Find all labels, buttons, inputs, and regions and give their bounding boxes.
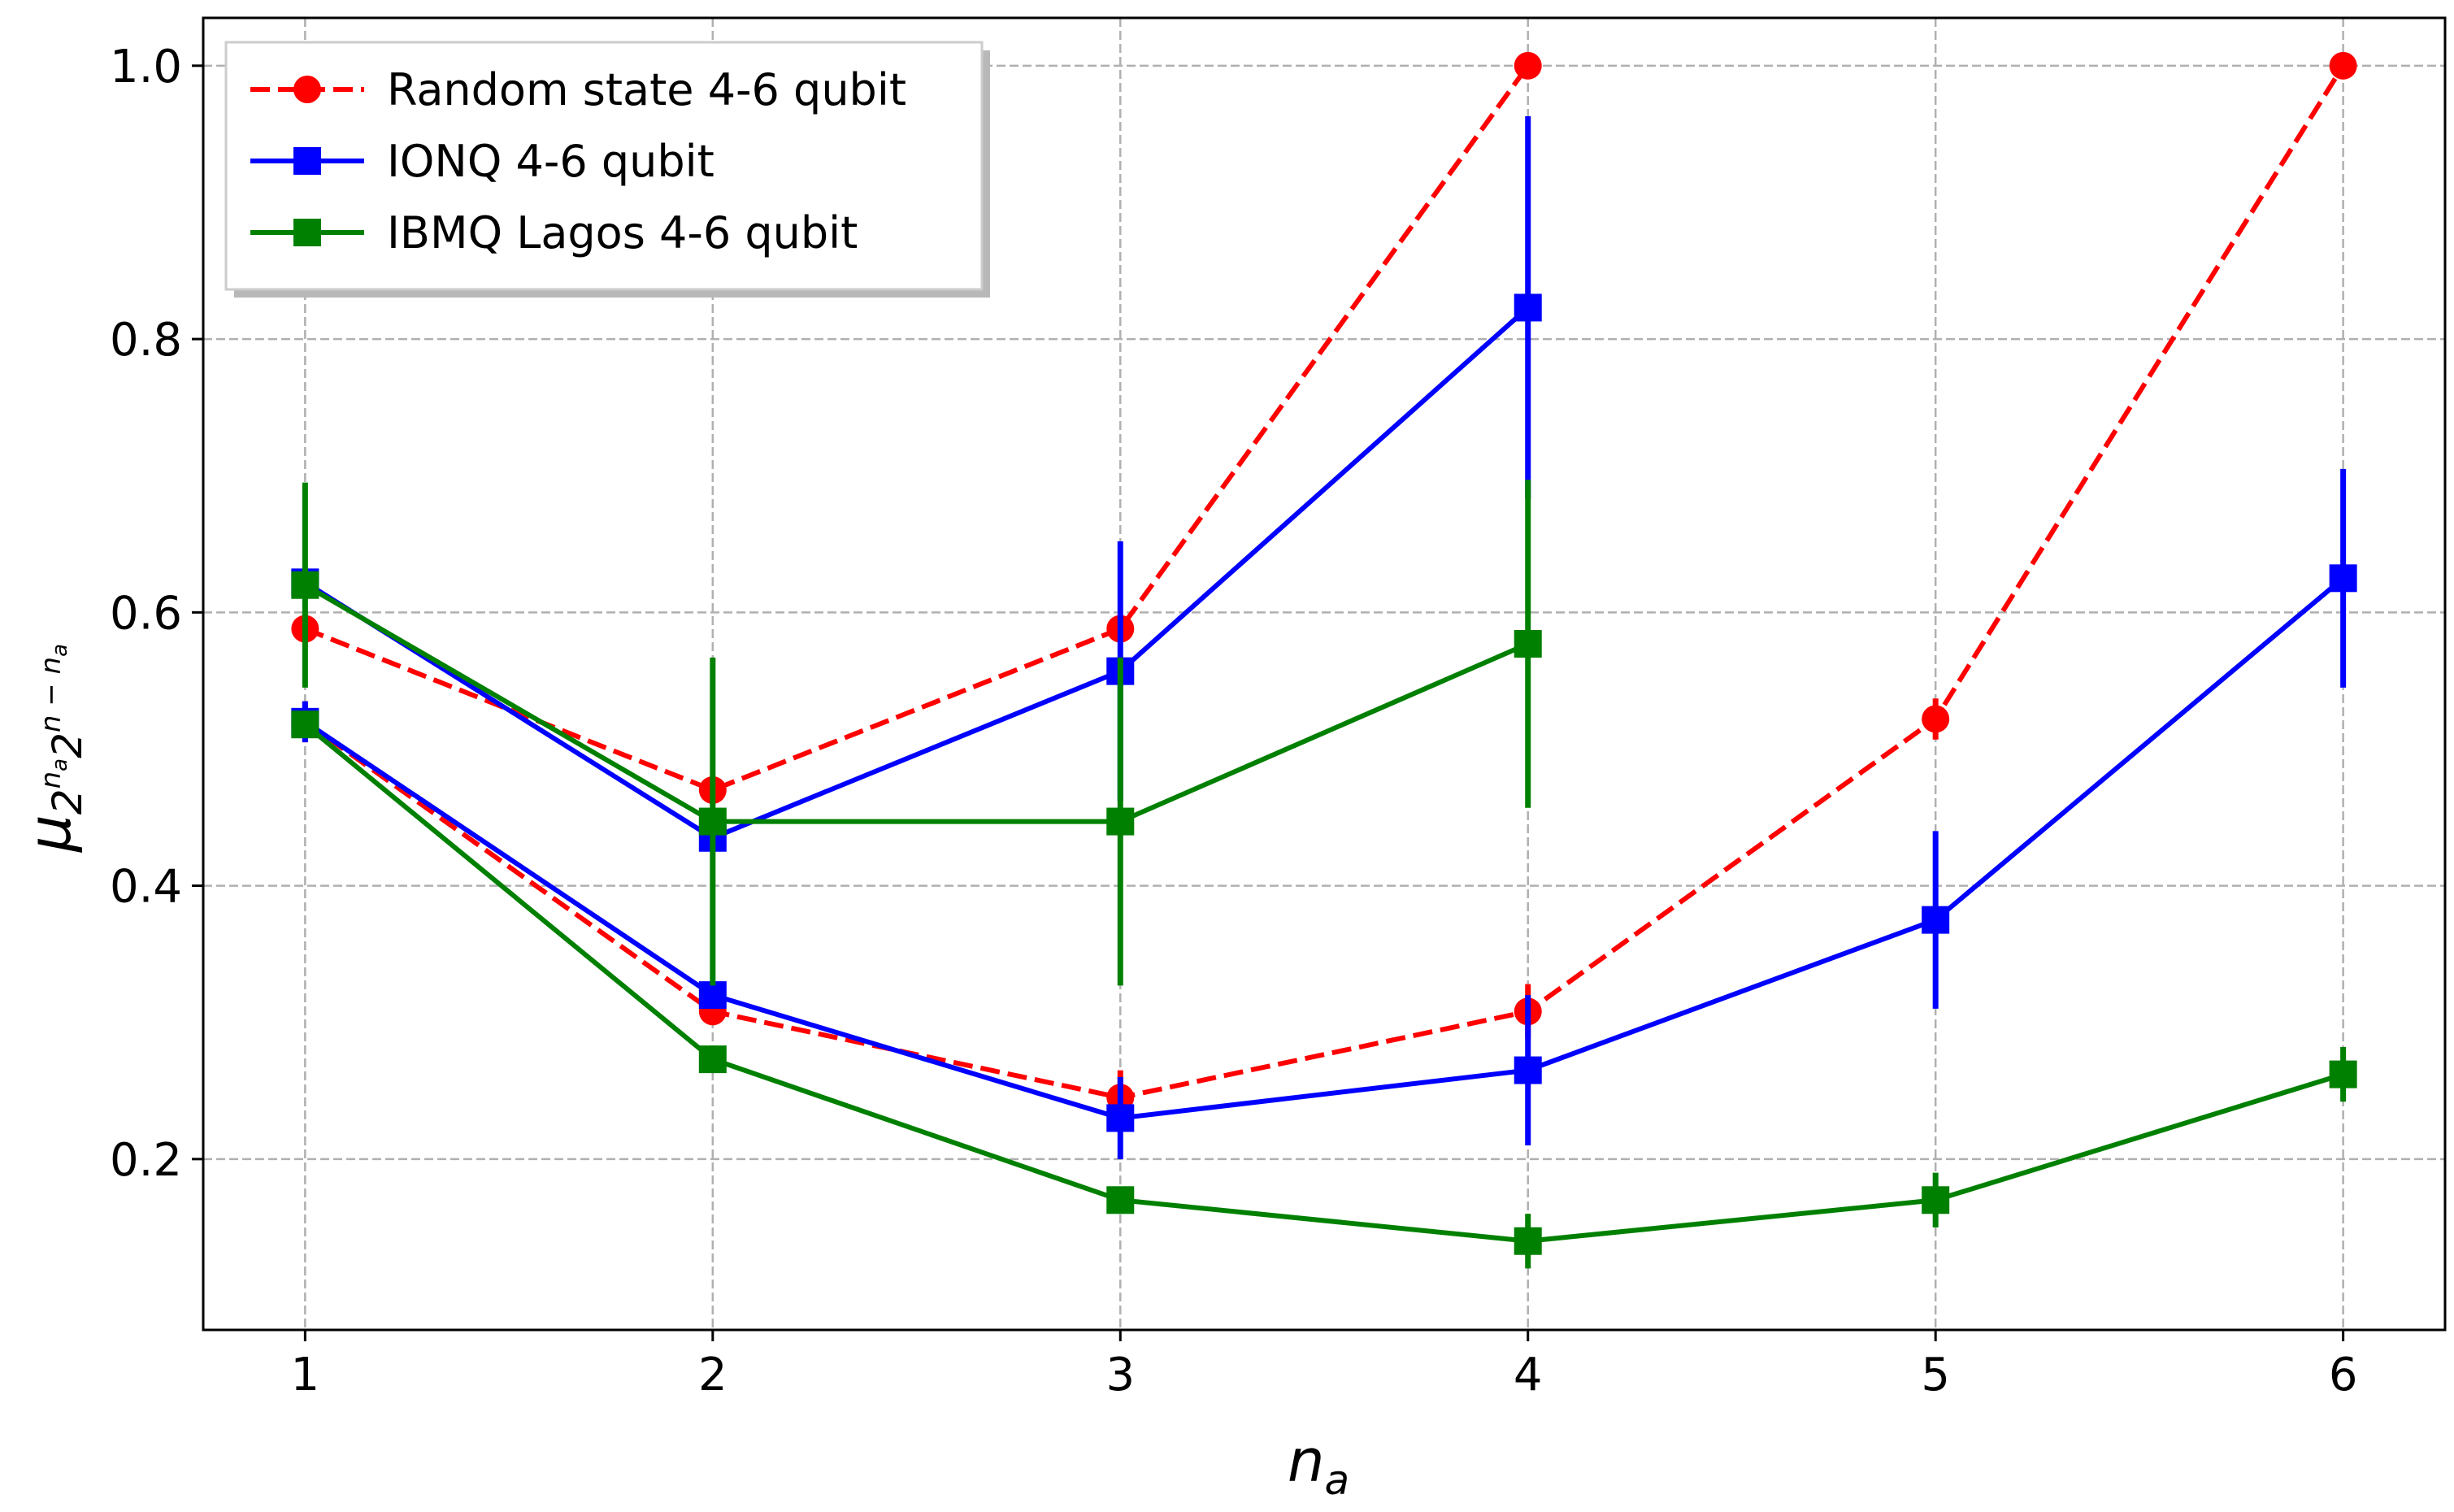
series-1-line-2 xyxy=(303,64,2346,1101)
x-axis-label: na xyxy=(1288,1427,1349,1504)
y-axis-label: μ2na2n − na xyxy=(15,644,91,853)
legend-swatch-marker-3 xyxy=(293,219,321,246)
series-3-line-1-point-4 xyxy=(1514,630,1542,658)
y-tick-label-5: 1.0 xyxy=(110,41,182,93)
series-2-line-2-point-5 xyxy=(1922,906,1950,934)
y-axis-label-sub-exp1: n xyxy=(35,771,67,789)
series-3-line-2-point-5 xyxy=(1922,1186,1950,1214)
legend-box xyxy=(224,41,984,291)
y-tick-label-2: 0.4 xyxy=(110,861,182,914)
y-axis-label-sub-base1: 2 xyxy=(44,789,91,815)
y-tick-label-4: 0.8 xyxy=(110,314,182,367)
series-2-line-2-point-2 xyxy=(698,981,727,1010)
y-axis-label-sub-base2: 2 xyxy=(44,732,91,758)
series-2-line-1 xyxy=(303,306,1530,841)
series-1-line-1-point-4 xyxy=(1514,51,1542,80)
y-axis-label-mu: μ xyxy=(15,815,84,853)
series-3-line-2-point-2 xyxy=(698,1045,727,1074)
y-tick-label-3: 0.6 xyxy=(110,587,182,640)
series-3 xyxy=(291,480,2357,1269)
x-tick-label-3: 3 xyxy=(1105,1349,1135,1401)
legend-swatch-marker-2 xyxy=(293,147,321,175)
legend-label-1: Random state 4-6 qubit xyxy=(387,64,906,115)
series-3-line-2-point-3 xyxy=(1106,1186,1135,1214)
series-3-line-1-point-2 xyxy=(698,807,727,836)
series-3-line-2-point-4 xyxy=(1514,1227,1542,1255)
series-3-line-2-point-1 xyxy=(291,710,319,739)
series-2-line-1-point-4 xyxy=(1514,293,1542,322)
series-1-line-1 xyxy=(304,64,1531,793)
x-tick-label-6: 6 xyxy=(2329,1349,2358,1401)
series-1-line-2-point-5 xyxy=(1922,705,1950,733)
y-axis-label-sub-exp1-sub: a xyxy=(48,758,72,771)
legend-label-3: IBMQ Lagos 4-6 qubit xyxy=(387,207,858,259)
series-layer xyxy=(291,51,2357,1269)
series-3-line-2 xyxy=(303,722,2344,1244)
series-3-line-1-point-1 xyxy=(291,571,319,599)
series-2-line-2-point-6 xyxy=(2329,564,2357,593)
x-tick-label-4: 4 xyxy=(1514,1349,1543,1401)
series-3-line-1 xyxy=(303,583,1529,824)
x-tick-label-1: 1 xyxy=(291,1349,320,1401)
y-tick-label-1: 0.2 xyxy=(110,1134,182,1187)
ticks: 1 2 3 4 5 6 0.2 0.4 0.6 0.8 1.0 xyxy=(110,41,2358,1401)
x-tick-label-5: 5 xyxy=(1921,1349,1950,1401)
x-axis-label-base: n xyxy=(1288,1427,1325,1495)
legend: Random state 4-6 qubit IONQ 4-6 qubit IBMQ… xyxy=(224,41,990,298)
x-axis-label-sub: a xyxy=(1325,1457,1350,1504)
series-1-line-2-point-6 xyxy=(2329,51,2357,80)
legend-label-2: IONQ 4-6 qubit xyxy=(387,136,714,187)
legend-swatch-marker-1 xyxy=(293,76,321,103)
series-3-line-1-point-3 xyxy=(1106,807,1135,836)
plot-frame xyxy=(202,16,2447,1332)
y-axis-label-sub-exp2-sub: a xyxy=(48,644,72,657)
x-tick-label-2: 2 xyxy=(698,1349,728,1401)
series-2-line-2-point-3 xyxy=(1106,1104,1135,1132)
series-2-line-2-point-4 xyxy=(1514,1056,1542,1084)
series-3-line-2-point-6 xyxy=(2329,1060,2357,1088)
y-axis-label-sub-exp2: n − n xyxy=(35,657,67,732)
series-2-line-2 xyxy=(303,576,2345,1121)
